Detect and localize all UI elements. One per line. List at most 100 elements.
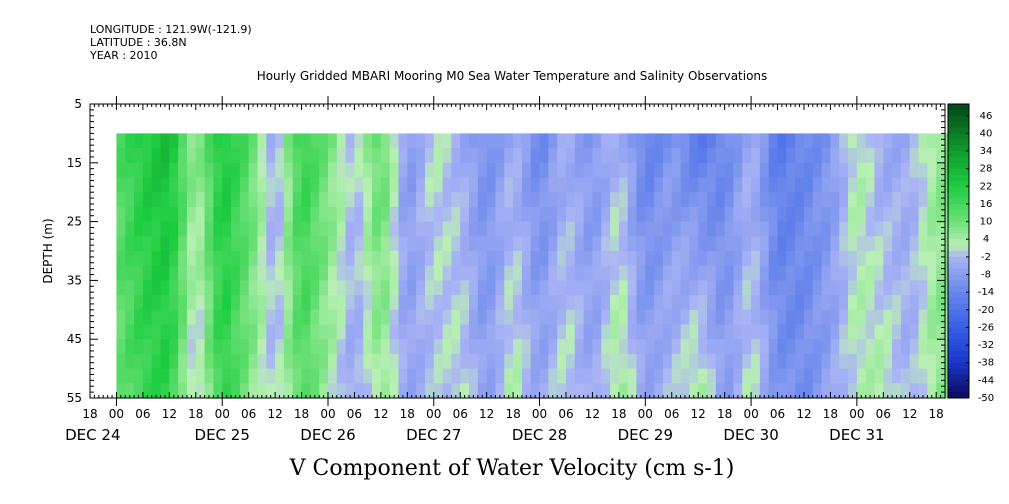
heatmap-cell (433, 295, 444, 311)
heatmap-cell (116, 383, 126, 399)
heatmap-cell (618, 295, 629, 311)
heatmap-cell (786, 133, 796, 149)
heatmap-cell (715, 383, 726, 399)
heatmap-cell (786, 383, 796, 399)
heatmap-cell (222, 339, 232, 355)
heatmap-cell (856, 221, 867, 237)
heatmap-cell (548, 383, 558, 399)
heatmap-cell (821, 221, 832, 237)
heatmap-cell (266, 148, 276, 164)
heatmap-cell (865, 353, 876, 370)
heatmap-cell (495, 236, 505, 252)
colorbar-swatch (948, 374, 969, 381)
heatmap-cell (389, 251, 400, 267)
heatmap-cell (451, 309, 461, 326)
heatmap-cell (178, 280, 188, 296)
heatmap-cell (433, 133, 444, 149)
heatmap-cell (336, 280, 347, 296)
heatmap-cell (169, 162, 179, 179)
heatmap-cell (257, 162, 267, 179)
heatmap-cell (424, 280, 435, 296)
heatmap-cell (848, 353, 858, 370)
heatmap-cell (363, 236, 373, 252)
heatmap-cell (204, 177, 214, 193)
heatmap-cell (433, 339, 444, 355)
heatmap-cell (389, 309, 400, 326)
heatmap-cell (345, 133, 356, 149)
heatmap-cell (689, 236, 699, 252)
heatmap-cell (521, 280, 532, 296)
heatmap-cell (310, 368, 320, 384)
heatmap-cell (645, 280, 655, 296)
heatmap-cell (521, 148, 532, 164)
heatmap-cell (618, 192, 629, 208)
heatmap-cell (707, 206, 717, 223)
colorbar-swatch (948, 221, 969, 228)
heatmap-cell (856, 206, 867, 223)
y-tick-label: 15 (67, 156, 82, 170)
heatmap-cell (830, 368, 840, 384)
heatmap-cell (865, 251, 876, 267)
heatmap-cell (380, 309, 391, 326)
heatmap-cell (856, 368, 867, 384)
heatmap-cell (557, 324, 567, 340)
heatmap-cell (812, 383, 823, 399)
heatmap-cell (777, 236, 787, 252)
heatmap-cell (574, 383, 585, 399)
heatmap-cell (424, 206, 435, 223)
heatmap-cell (874, 339, 884, 355)
heatmap-cell (327, 162, 338, 179)
heatmap-cell (751, 192, 761, 208)
heatmap-cell (768, 339, 779, 355)
heatmap-cell (477, 324, 488, 340)
heatmap-cell (698, 280, 708, 296)
heatmap-cell (460, 133, 470, 149)
heatmap-cell (275, 339, 285, 355)
heatmap-cell (178, 353, 188, 370)
heatmap-cell (239, 221, 250, 237)
heatmap-cell (636, 133, 646, 149)
heatmap-cell (821, 295, 832, 311)
heatmap-cell (848, 295, 858, 311)
heatmap-cell (380, 236, 391, 252)
heatmap-cell (601, 206, 611, 223)
heatmap-cell (142, 177, 153, 193)
heatmap-cell (231, 280, 241, 296)
heatmap-cell (927, 368, 937, 384)
heatmap-cell (636, 383, 646, 399)
heatmap-cell (927, 324, 937, 340)
heatmap-cell (460, 280, 470, 296)
heatmap-cell (848, 236, 858, 252)
heatmap-cell (354, 368, 364, 384)
heatmap-cell (759, 148, 770, 164)
heatmap-cell (469, 280, 479, 296)
heatmap-cell (142, 309, 153, 326)
heatmap-cell (689, 133, 699, 149)
heatmap-cell (301, 251, 311, 267)
colorbar-label: -32 (978, 340, 994, 351)
heatmap-cell (416, 383, 426, 399)
date-label: DEC 27 (406, 426, 461, 444)
heatmap-cell (698, 265, 708, 281)
heatmap-cell (909, 162, 920, 179)
heatmap-cell (751, 162, 761, 179)
heatmap-cell (169, 265, 179, 281)
heatmap-cell (469, 221, 479, 237)
heatmap-cell (900, 295, 911, 311)
heatmap-cell (618, 339, 629, 355)
heatmap-cell (222, 133, 232, 149)
heatmap-cell (565, 265, 576, 281)
heatmap-cell (292, 177, 303, 193)
heatmap-cell (310, 324, 320, 340)
heatmap-cell (671, 383, 682, 399)
heatmap-cell (530, 339, 541, 355)
heatmap-cell (900, 192, 911, 208)
heatmap-cell (830, 192, 840, 208)
heatmap-cell (865, 368, 876, 384)
heatmap-cell (169, 280, 179, 296)
heatmap-cell (856, 251, 867, 267)
heatmap-cell (768, 192, 779, 208)
heatmap-cell (909, 206, 920, 223)
heatmap-cell (874, 148, 884, 164)
heatmap-cell (786, 206, 796, 223)
